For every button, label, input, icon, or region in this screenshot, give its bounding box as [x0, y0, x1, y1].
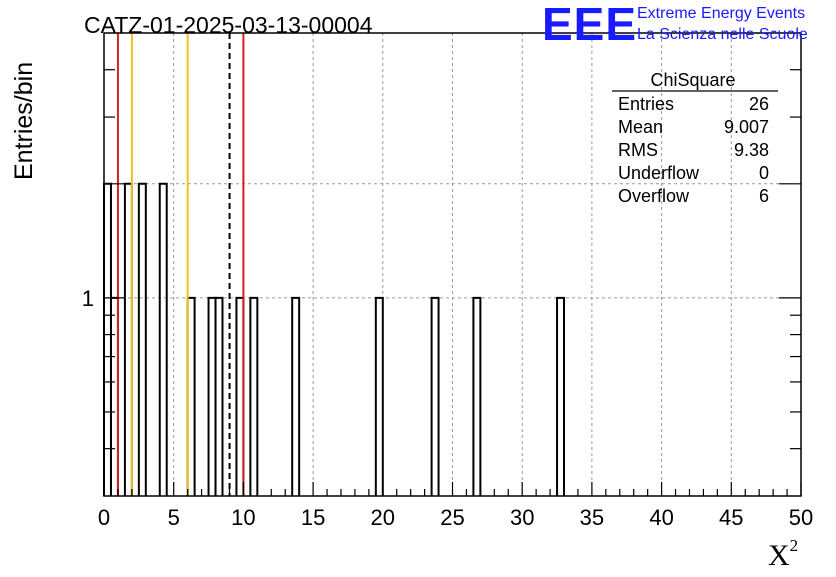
histogram-bar: [109, 296, 119, 496]
x-tick-label: 35: [580, 505, 604, 530]
axes: 0 5 10 15 20 25 30 35 40 45 50 1: [82, 32, 813, 530]
chart-title: CATZ-01-2025-03-13-00004: [84, 12, 373, 38]
x-tick-label: 5: [168, 505, 180, 530]
eee-logo-line2: La Scienza nelle Scuole: [637, 26, 808, 43]
stats-row-value: 26: [749, 94, 769, 114]
stats-rows: Entries 26 Mean 9.007 RMS 9.38 Underflow 0 Overf…: [618, 94, 769, 206]
stats-row-label: Overflow: [618, 186, 690, 206]
histogram-bar: [186, 296, 196, 496]
x-tick-label: 25: [440, 505, 464, 530]
x-axis-label: X2: [768, 536, 798, 572]
stats-row-value: 9.007: [724, 117, 769, 137]
eee-logo-line1: Extreme Energy Events: [637, 5, 805, 22]
x-tick-label: 40: [649, 505, 673, 530]
y-axis-label: Entries/bin: [10, 62, 38, 180]
eee-logo: EEE Extreme Energy Events La Scienza nel…: [542, 0, 808, 50]
histogram-bar: [472, 296, 482, 496]
stats-box: ChiSquare Entries 26 Mean 9.007 RMS 9.38 Under…: [612, 70, 778, 206]
stats-row-value: 9.38: [734, 140, 769, 160]
stats-row-label: Mean: [618, 117, 663, 137]
histogram-bars: [103, 182, 566, 496]
stats-row-value: 6: [759, 186, 769, 206]
x-tick-label: 45: [719, 505, 743, 530]
histogram-bar: [249, 296, 259, 496]
histogram-bar: [158, 182, 168, 496]
histogram-bar: [430, 296, 440, 496]
stats-row-label: Entries: [618, 94, 674, 114]
stats-row-label: RMS: [618, 140, 658, 160]
stats-box-title: ChiSquare: [650, 70, 735, 90]
x-tick-label: 0: [98, 505, 110, 530]
x-axis-label-main: X: [768, 539, 790, 572]
x-tick-label: 15: [301, 505, 325, 530]
y-tick-label: 1: [82, 286, 94, 311]
reference-lines: [116, 33, 245, 496]
histogram-bar: [291, 296, 301, 496]
x-tick-label: 30: [510, 505, 534, 530]
x-tick-label: 50: [789, 505, 813, 530]
x-tick-label: 10: [231, 505, 255, 530]
x-axis-label-superscript: 2: [790, 536, 799, 555]
histogram-bar: [374, 296, 384, 496]
histogram-bar: [123, 182, 133, 496]
histogram-bar: [556, 296, 566, 496]
eee-logo-mark: EEE: [542, 0, 637, 50]
histogram-bar: [214, 296, 224, 496]
x-tick-label: 20: [371, 505, 395, 530]
stats-row-value: 0: [759, 163, 769, 183]
histogram-bar: [137, 182, 147, 496]
histogram-bar: [207, 296, 217, 496]
stats-row-label: Underflow: [618, 163, 700, 183]
histogram-bar: [235, 296, 245, 496]
